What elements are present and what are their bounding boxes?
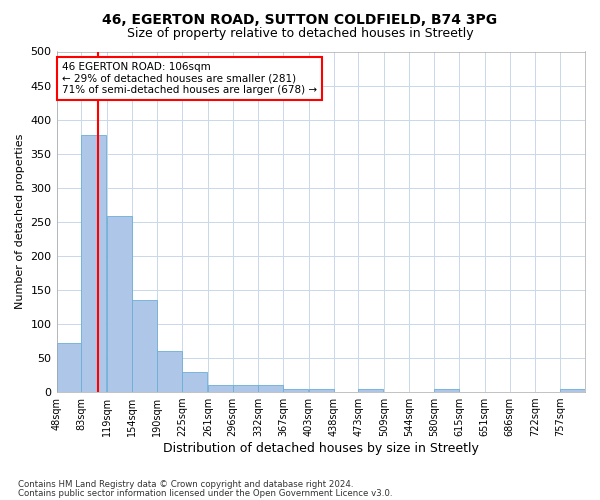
Bar (283, 388, 308, 392)
Bar (233, 386, 257, 392)
Text: Size of property relative to detached houses in Streetly: Size of property relative to detached ho… (127, 28, 473, 40)
Bar (434, 390, 459, 392)
Text: 46, EGERTON ROAD, SUTTON COLDFIELD, B74 3PG: 46, EGERTON ROAD, SUTTON COLDFIELD, B74 … (103, 12, 497, 26)
Y-axis label: Number of detached properties: Number of detached properties (15, 134, 25, 310)
Bar (358, 388, 383, 392)
Bar (208, 386, 233, 392)
Bar (182, 372, 207, 392)
Bar (132, 300, 157, 392)
Text: 46 EGERTON ROAD: 106sqm
← 29% of detached houses are smaller (281)
71% of semi-d: 46 EGERTON ROAD: 106sqm ← 29% of detache… (62, 62, 317, 95)
Bar (157, 351, 182, 392)
Bar (560, 390, 585, 392)
Bar (258, 386, 283, 392)
Bar (82, 134, 106, 392)
Text: Contains public sector information licensed under the Open Government Licence v3: Contains public sector information licen… (18, 488, 392, 498)
Text: Contains HM Land Registry data © Crown copyright and database right 2024.: Contains HM Land Registry data © Crown c… (18, 480, 353, 489)
Bar (56, 343, 82, 392)
X-axis label: Distribution of detached houses by size in Streetly: Distribution of detached houses by size … (163, 442, 479, 455)
Bar (308, 388, 334, 392)
Bar (107, 216, 132, 392)
